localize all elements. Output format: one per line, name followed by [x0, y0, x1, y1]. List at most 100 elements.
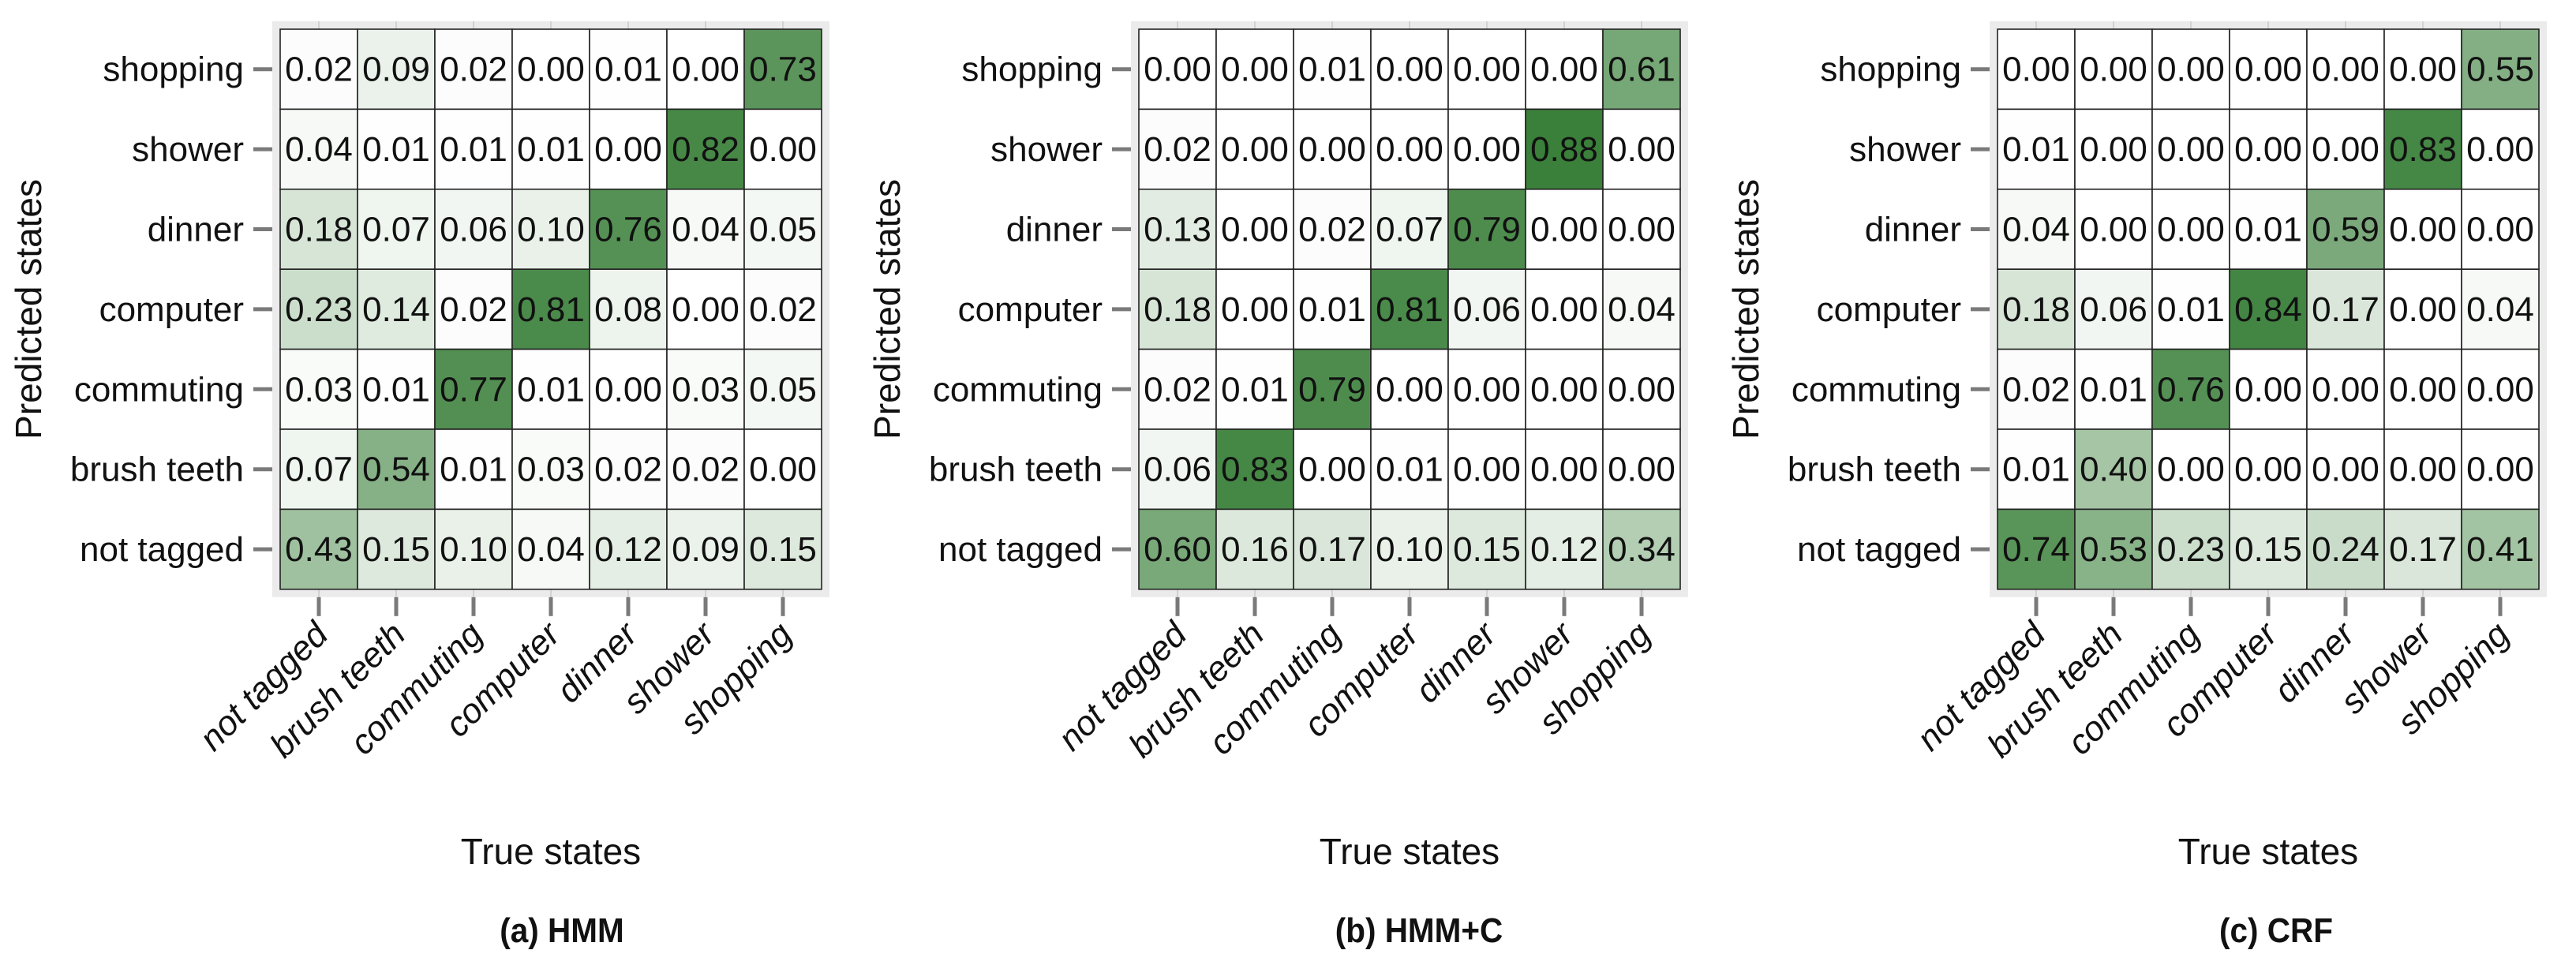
y-axis-title: Predicted states: [867, 179, 908, 440]
y-tick-label: commuting: [933, 370, 1103, 409]
cell-value-label: 0.00: [2466, 211, 2534, 249]
y-tick-label: not tagged: [938, 530, 1103, 569]
caption-hmm: (a) HMM: [500, 911, 624, 950]
heatmap-cell-not-tagged-dinner: [589, 508, 668, 590]
cell-value-label: 0.00: [1608, 130, 1676, 169]
heatmap-cell-not-tagged-not-tagged: [1997, 508, 2076, 590]
heatmap-cell-shower-shopping: [1602, 108, 1681, 190]
cell-value-label: 0.00: [1530, 290, 1598, 329]
heatmap-cell-shopping-shower: [2383, 28, 2462, 110]
cell-value-label: 0.00: [1298, 130, 1366, 169]
cell-value-label: 0.00: [2002, 50, 2070, 89]
heatmap-cell-dinner-shower: [2383, 189, 2462, 271]
cell-value-label: 0.18: [285, 211, 353, 249]
heatmap-cell-shopping-not-tagged: [279, 28, 358, 110]
heatmap-cell-shopping-not-tagged: [1138, 28, 1217, 110]
heatmap-panel-0: 0.02 0.09 0.02 0.00 0.01 0.00 0.730.04 0.01 0.01…: [8, 21, 829, 872]
heatmap-cell-commuting-not-tagged: [1997, 348, 2076, 430]
cell-value-label: 0.10: [517, 211, 585, 249]
cell-value-label: 0.55: [2466, 50, 2534, 89]
cell-value-label: 0.06: [1144, 451, 1211, 489]
cell-value-label: 0.00: [1530, 370, 1598, 409]
heatmap-cell-not-tagged-shopping: [743, 508, 822, 590]
cell-value-label: 0.00: [1144, 50, 1211, 89]
cell-value-label: 0.00: [1530, 211, 1598, 249]
heatmap-cell-shopping-shower: [666, 28, 745, 110]
caption-hmm-c: (b) HMM+C: [1335, 911, 1503, 950]
cell-value-label: 0.02: [1298, 211, 1366, 249]
cell-value-label: 0.01: [517, 370, 585, 409]
cell-value-label: 0.02: [440, 290, 507, 329]
cell-value-label: 0.15: [2234, 530, 2302, 569]
cell-value-label: 0.00: [672, 290, 739, 329]
cell-value-label: 0.73: [749, 50, 817, 89]
heatmap-cell-shower-not-tagged: [1138, 108, 1217, 190]
cell-value-label: 0.04: [672, 211, 739, 249]
heatmap-cell-dinner-dinner: [1447, 189, 1526, 271]
heatmap-cell-shopping-shower: [1525, 28, 1604, 110]
cell-value-label: 0.01: [2157, 290, 2225, 329]
cell-value-label: 0.00: [594, 370, 662, 409]
cell-value-label: 0.08: [594, 290, 662, 329]
heatmap-cell-shower-shower: [2383, 108, 2462, 190]
cell-value-label: 0.81: [517, 290, 585, 329]
cell-value-label: 0.00: [2312, 451, 2379, 489]
heatmap-cell-dinner-not-tagged: [1138, 189, 1217, 271]
heatmap-cell-commuting-not-tagged: [279, 348, 358, 430]
cell-value-label: 0.04: [1608, 290, 1676, 329]
heatmap-cell-commuting-dinner: [1447, 348, 1526, 430]
cell-value-label: 0.00: [2157, 50, 2225, 89]
heatmap-cell-shopping-brush-teeth: [2074, 28, 2153, 110]
cell-value-label: 0.03: [285, 370, 353, 409]
cell-value-label: 0.01: [1376, 451, 1443, 489]
cell-value-label: 0.00: [2234, 451, 2302, 489]
cell-value-label: 0.00: [2389, 211, 2457, 249]
cell-value-label: 0.15: [1453, 530, 1521, 569]
heatmap-cell-not-tagged-shower: [1525, 508, 1604, 590]
heatmaps-svg: 0.02 0.09 0.02 0.00 0.01 0.00 0.730.04 0.01 0.01…: [8, 21, 2547, 872]
cell-value-label: 0.83: [1221, 451, 1289, 489]
heatmap-cell-brush-teeth-shopping: [2461, 428, 2540, 511]
cell-value-label: 0.40: [2080, 451, 2147, 489]
heatmap-cell-dinner-dinner: [2306, 189, 2385, 271]
heatmap-cell-dinner-commuting: [2151, 189, 2230, 271]
cell-value-label: 0.02: [440, 50, 507, 89]
cell-value-label: 0.00: [1608, 451, 1676, 489]
x-axis-title: True states: [1320, 831, 1500, 872]
cell-value-label: 0.23: [285, 290, 353, 329]
heatmap-cell-computer-dinner: [1447, 268, 1526, 350]
heatmap-cell-shower-computer: [511, 108, 590, 190]
heatmap-cell-brush-teeth-not-tagged: [279, 428, 358, 511]
heatmap-cell-not-tagged-shopping: [2461, 508, 2540, 590]
cell-value-label: 0.00: [2080, 211, 2147, 249]
heatmap-cell-commuting-not-tagged: [1138, 348, 1217, 430]
cell-value-label: 0.03: [517, 451, 585, 489]
cell-value-label: 0.34: [1608, 530, 1676, 569]
heatmap-cell-dinner-commuting: [434, 189, 513, 271]
cell-value-label: 0.00: [2080, 130, 2147, 169]
cell-value-label: 0.10: [1376, 530, 1443, 569]
heatmap-cell-shower-commuting: [1293, 108, 1372, 190]
heatmap-cell-brush-teeth-shower: [666, 428, 745, 511]
heatmap-cell-not-tagged-commuting: [2151, 508, 2230, 590]
heatmap-cell-commuting-shopping: [1602, 348, 1681, 430]
cell-value-label: 0.00: [749, 451, 817, 489]
heatmap-cell-computer-brush-teeth: [357, 268, 436, 350]
caption-row: (a) HMM (b) HMM+C (c) CRF: [0, 911, 2576, 967]
y-tick-label: commuting: [1792, 370, 1961, 409]
heatmap-cell-not-tagged-computer: [1370, 508, 1449, 590]
cell-value-label: 0.02: [594, 451, 662, 489]
heatmap-cell-commuting-dinner: [2306, 348, 2385, 430]
cell-value-label: 0.01: [2234, 211, 2302, 249]
cell-value-label: 0.00: [517, 50, 585, 89]
heatmap-cell-not-tagged-shower: [666, 508, 745, 590]
cell-value-label: 0.41: [2466, 530, 2534, 569]
cell-value-label: 0.02: [749, 290, 817, 329]
heatmap-cell-shower-not-tagged: [1997, 108, 2076, 190]
heatmap-cell-commuting-shower: [666, 348, 745, 430]
cell-value-label: 0.00: [2234, 50, 2302, 89]
heatmap-cell-shopping-computer: [1370, 28, 1449, 110]
cell-value-label: 0.00: [1221, 290, 1289, 329]
heatmap-cell-computer-shower: [1525, 268, 1604, 350]
